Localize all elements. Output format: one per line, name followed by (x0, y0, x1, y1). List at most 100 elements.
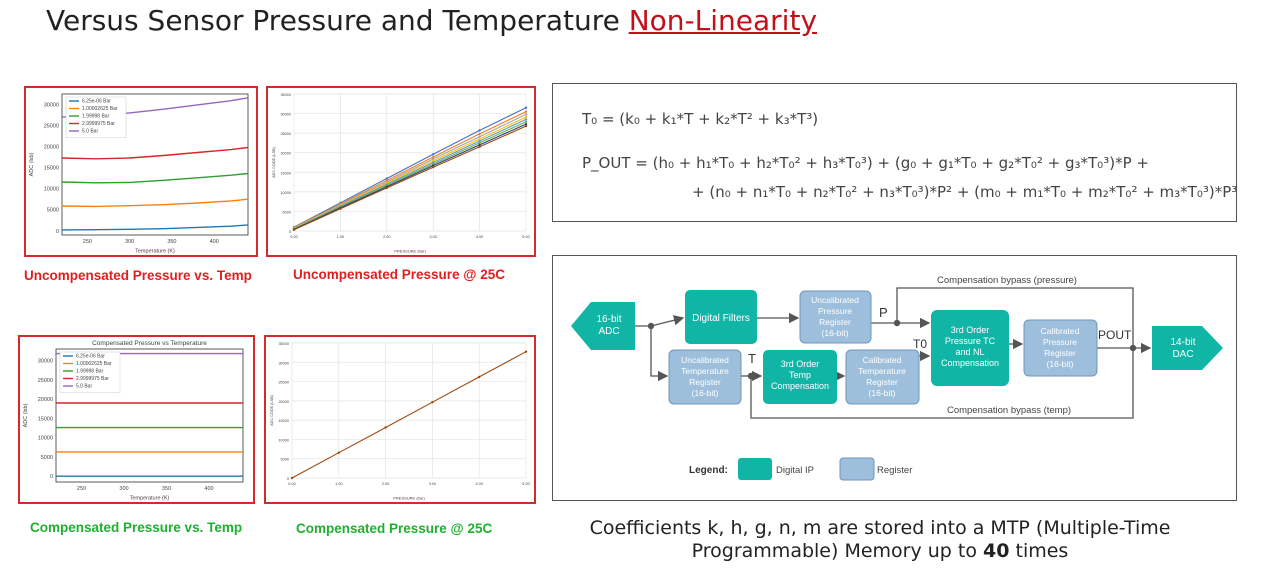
data-point (432, 165, 435, 169)
cal-pressure-l1: Calibrated (1041, 326, 1080, 336)
data-point (478, 375, 481, 379)
data-point (524, 110, 528, 113)
data-point (524, 113, 528, 116)
plot-frame (61, 93, 249, 236)
y-tick-label: 5000 (41, 455, 53, 461)
x-tick-label: 300 (125, 239, 134, 245)
y-tick-label: 25000 (38, 378, 53, 384)
cal-pressure-register: Calibrated Pressure Register (16-bit) (1023, 319, 1098, 377)
data-point (292, 228, 296, 232)
y-tick-label: 0 (56, 229, 59, 235)
cal-temp-l4: (16-bit) (869, 388, 896, 398)
data-point (524, 350, 528, 353)
chart-compensated-temp-svg: 0 5000 10000 15000 20000 25000 30000 250 300 350 4… (23, 340, 244, 502)
cal-pressure-l2: Pressure (1043, 337, 1077, 347)
equation-t0: T₀ = (k₀ + k₁*T + k₂*T² + k₃*T³) (582, 110, 819, 128)
data-point (385, 177, 388, 180)
y-tick-label: 35000 (278, 342, 289, 346)
uncal-pressure-register: Uncalibrated Pressure Register (16-bit) (799, 290, 872, 344)
label-t: T (748, 351, 756, 366)
y-tick-label: 5000 (281, 458, 289, 462)
x-tick-label: 250 (83, 239, 92, 245)
note-line2-c: times (1009, 540, 1069, 562)
series-line (293, 107, 527, 228)
page-title: Versus Sensor Pressure and Temperature N… (46, 4, 817, 37)
uncal-temp-register: Uncalibrated Temperature Register (16-bi… (668, 349, 742, 405)
pressure-comp-l1: 3rd Order (951, 325, 990, 335)
x-tick-label: 1.00 (335, 482, 342, 486)
x-tick-label: 300 (119, 486, 128, 492)
series-line (291, 351, 527, 479)
legend-label: 5.0 Bar (76, 384, 92, 390)
data-point (478, 132, 481, 136)
legend-label: 1.99998 Bar (82, 114, 110, 120)
dac-label-2: DAC (1172, 349, 1193, 360)
series-line (61, 146, 249, 160)
equation-pout-line1: P_OUT = (h₀ + h₁*T₀ + h₂*T₀² + h₃*T₀³) +… (582, 154, 1149, 172)
y-tick-label: 25000 (278, 381, 289, 385)
note-line1: Coefficients k, h, g, n, m are stored in… (589, 517, 1171, 539)
adc-label-1: 16-bit (596, 314, 621, 325)
y-tick-label: 30000 (280, 113, 291, 117)
data-point (478, 135, 481, 138)
y-axis-label: ADC (lsb) (29, 152, 35, 176)
y-tick-label: 15000 (278, 419, 289, 423)
uncal-temp-l2: Temperature (681, 366, 729, 376)
legend-label: 2.9999975 Bar (76, 376, 109, 382)
cal-pressure-l4: (16-bit) (1047, 359, 1074, 369)
data-point (478, 129, 481, 132)
bypass-temp-label: Compensation bypass (temp) (947, 405, 1071, 416)
y-tick-label: 15000 (44, 166, 59, 172)
y-tick-label: 35000 (280, 93, 291, 97)
legend-register: Register (877, 465, 912, 476)
block-diagram: 16-bit ADC Digital Filters Uncalibrated … (552, 255, 1237, 501)
x-tick-label: 4.00 (476, 482, 483, 486)
x-tick-label: 5.00 (522, 235, 529, 239)
temp-comp-l2: Temp (789, 370, 811, 380)
chart-title: Compensated Pressure vs Temperature (92, 340, 207, 347)
caption-compensated-temp: Compensated Pressure vs. Temp (30, 520, 243, 535)
data-point (337, 451, 340, 454)
y-tick-label: 10000 (278, 438, 289, 442)
plot-frame (55, 348, 244, 483)
y-tick-label: 20000 (38, 397, 53, 403)
legend-label: 1.00002625 Bar (82, 106, 118, 112)
uncal-pressure-l2: Pressure (818, 306, 852, 316)
coefficients-note: Coefficients k, h, g, n, m are stored in… (560, 517, 1200, 563)
y-tick-label: 20000 (44, 145, 59, 151)
x-axis-label: PRESSURE (bar) (394, 249, 426, 254)
block-diagram-svg: 16-bit ADC Digital Filters Uncalibrated … (571, 275, 1223, 481)
uncal-temp-l4: (16-bit) (692, 388, 719, 398)
caption-uncompensated-temp: Uncompensated Pressure vs. Temp (24, 268, 252, 283)
y-tick-label: 15000 (280, 171, 291, 175)
uncal-temp-l1: Uncalibrated (681, 355, 729, 365)
uncal-pressure-l3: Register (819, 317, 851, 327)
legend-digital-ip: Digital IP (776, 465, 814, 476)
x-tick-label: 0.00 (288, 482, 295, 486)
y-tick-label: 10000 (280, 191, 291, 195)
data-point (524, 120, 528, 123)
chart-uncompensated-temp: 0 5000 10000 15000 20000 25000 30000 250 300 350 4… (24, 86, 258, 257)
data-point (432, 157, 435, 161)
x-tick-label: 2.00 (383, 235, 390, 239)
pressure-comp-l3: and NL (955, 347, 984, 357)
data-point (431, 401, 434, 404)
data-point (478, 141, 481, 145)
y-tick-label: 20000 (278, 400, 289, 404)
data-point (339, 207, 342, 210)
x-tick-label: 1.00 (337, 235, 344, 239)
legend-digital-ip-swatch (738, 458, 772, 480)
data-point (524, 122, 528, 126)
y-tick-label: 10000 (44, 187, 59, 193)
uncal-pressure-l1: Uncalibrated (811, 295, 859, 305)
y-tick-label: 30000 (44, 103, 59, 109)
cal-temp-l3: Register (866, 377, 898, 387)
x-tick-label: 0.00 (290, 235, 297, 239)
series-line (293, 125, 527, 231)
data-point (384, 426, 387, 429)
cal-temp-l2: Temperature (858, 366, 906, 376)
data-point (432, 155, 435, 159)
chart-uncompensated-25c-svg: 0 5000 10000 15000 20000 25000 30000 35000 0.00 1… (272, 93, 530, 254)
x-tick-label: 5.00 (522, 482, 529, 486)
note-line2-count: 40 (983, 540, 1010, 562)
